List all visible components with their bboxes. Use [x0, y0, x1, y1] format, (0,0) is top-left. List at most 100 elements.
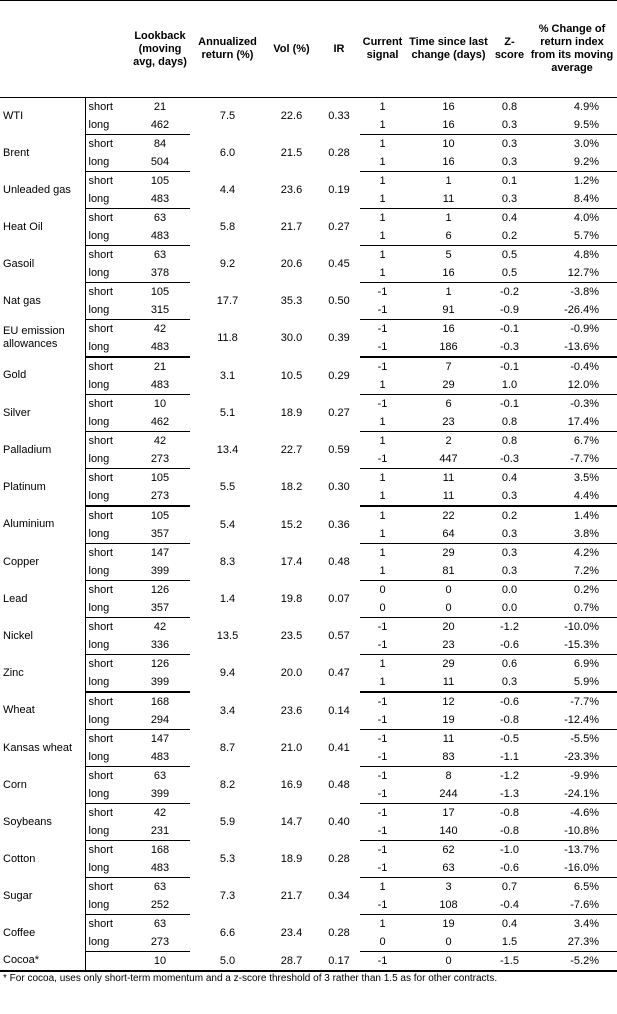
z-score: 0.3 [492, 562, 527, 581]
z-score: -1.0 [500, 844, 519, 856]
pct-change: 27.3% [527, 933, 617, 952]
z-score: -0.3 [492, 450, 527, 469]
time-since-change: 6 [445, 398, 452, 410]
stat-ir: 0.59 [328, 444, 350, 456]
z-score: 0.7 [501, 881, 518, 893]
time-since-change: 11 [405, 190, 492, 209]
stat-vol: 18.9 [280, 407, 303, 419]
time-since-change: 29 [442, 547, 455, 559]
table-row: long 315 -1 91 -0.9 -26.4% [0, 301, 617, 320]
pct-change: 4.8% [573, 249, 599, 261]
pct-change: -0.9% [570, 323, 599, 335]
table-row: long 483 1 6 0.2 5.7% [0, 227, 617, 246]
pct-change: 3.4% [573, 918, 599, 930]
z-score: 0.3 [492, 190, 527, 209]
commodity-name: Cocoa* [0, 951, 85, 972]
stat-ir: 0.34 [328, 890, 350, 902]
stat-vol: 20.6 [280, 258, 303, 270]
z-score: -0.3 [492, 338, 527, 358]
pct-change: -13.7% [564, 844, 599, 856]
signal: 1 [379, 658, 386, 670]
stat-ret: 17.7 [216, 295, 239, 307]
stat-vol: 23.6 [280, 704, 303, 717]
stat-ir: 0.28 [328, 927, 350, 939]
stat-ir: 0.27 [328, 407, 350, 419]
signal: 1 [379, 101, 386, 113]
pct-change: 5.9% [527, 673, 617, 693]
lookback: 378 [130, 264, 190, 283]
time-since-change: 64 [405, 525, 492, 544]
pct-change: 0.2% [573, 584, 599, 596]
stat-vol: 14.7 [280, 816, 303, 828]
table-row: long 357 1 64 0.3 3.8% [0, 525, 617, 544]
momentum-table: Lookback (moving avg, days) Annualized re… [0, 0, 617, 972]
pct-change: 12.7% [527, 264, 617, 283]
horizon: long [84, 153, 130, 172]
signal: 1 [360, 190, 405, 209]
stat-ret: 5.3 [219, 853, 236, 865]
stat-vol: 30.0 [280, 332, 303, 345]
signal: 1 [379, 249, 386, 261]
pct-change: -12.4% [527, 711, 617, 730]
stat-vol: 22.7 [280, 444, 303, 456]
signal: -1 [377, 323, 388, 335]
horizon: short [84, 506, 130, 525]
horizon: long [84, 636, 130, 655]
table-row: long 483 -1 83 -1.1 -23.3% [0, 748, 617, 767]
table-row: Brent short 84 6.0 21.5 0.28 1 10 0.3 3.0% [0, 134, 617, 159]
stat-vol: 16.9 [280, 779, 303, 791]
lookback: 42 [153, 435, 167, 447]
z-score: 0.2 [501, 510, 518, 522]
commodity-name: Unleaded gas [3, 183, 71, 196]
pct-change: 6.5% [573, 881, 599, 893]
stat-ret: 7.3 [219, 890, 236, 902]
footnote: * For cocoa, uses only short-term moment… [3, 973, 498, 984]
time-since-change: 16 [405, 264, 492, 283]
lookback: 105 [150, 510, 170, 522]
commodity-name: Kansas wheat [3, 741, 73, 754]
table-row: long 357 0 0 0.0 0.7% [0, 599, 617, 618]
lookback: 63 [153, 249, 167, 261]
stat-vol: 28.7 [265, 951, 318, 972]
time-since-change: 22 [442, 510, 455, 522]
z-score: -1.1 [492, 748, 527, 767]
time-since-change: 23 [405, 636, 492, 655]
signal: 1 [360, 376, 405, 395]
horizon: short [84, 914, 130, 933]
horizon: long [84, 190, 130, 209]
stat-ir: 0.40 [328, 816, 350, 828]
table-row: Cocoa* 10 5.0 28.7 0.17 -1 0 -1.5 -5.2% [0, 951, 617, 972]
signal: -1 [377, 696, 388, 708]
lookback: 147 [150, 547, 170, 559]
lookback: 126 [150, 584, 170, 596]
z-score: -1.3 [492, 785, 527, 804]
stat-ir: 0.39 [328, 332, 350, 345]
signal: -1 [360, 711, 405, 730]
z-score: -0.8 [492, 822, 527, 841]
z-score: 0.3 [501, 138, 518, 150]
horizon: short [84, 729, 130, 748]
column-header: % Change of return index from its moving… [527, 0, 617, 98]
z-score: 0.0 [492, 599, 527, 618]
lookback: 399 [130, 562, 190, 581]
z-score: -0.9 [492, 301, 527, 320]
lookback: 126 [150, 658, 170, 670]
stat-vol: 18.9 [280, 853, 303, 865]
time-since-change: 62 [442, 844, 455, 856]
pct-change: 4.9% [573, 101, 599, 113]
stat-vol: 17.4 [280, 556, 303, 568]
table-row: Coffee short 63 6.6 23.4 0.28 1 19 0.4 3.4% [0, 914, 617, 939]
stat-ir: 0.33 [328, 110, 350, 123]
z-score: 0.3 [492, 153, 527, 172]
time-since-change: 16 [442, 101, 455, 113]
table-row: Wheat short 168 3.4 23.6 0.14 -1 12 -0.6 -7.7% [0, 692, 617, 717]
lookback: 63 [153, 918, 167, 930]
time-since-change: 0 [405, 933, 492, 952]
commodity-name: Nickel [3, 629, 33, 642]
lookback: 63 [153, 881, 167, 893]
lookback: 483 [130, 190, 190, 209]
stat-vol: 19.8 [280, 593, 303, 605]
signal: 1 [379, 175, 386, 187]
signal: 1 [360, 562, 405, 581]
stat-vol: 20.0 [280, 667, 303, 680]
